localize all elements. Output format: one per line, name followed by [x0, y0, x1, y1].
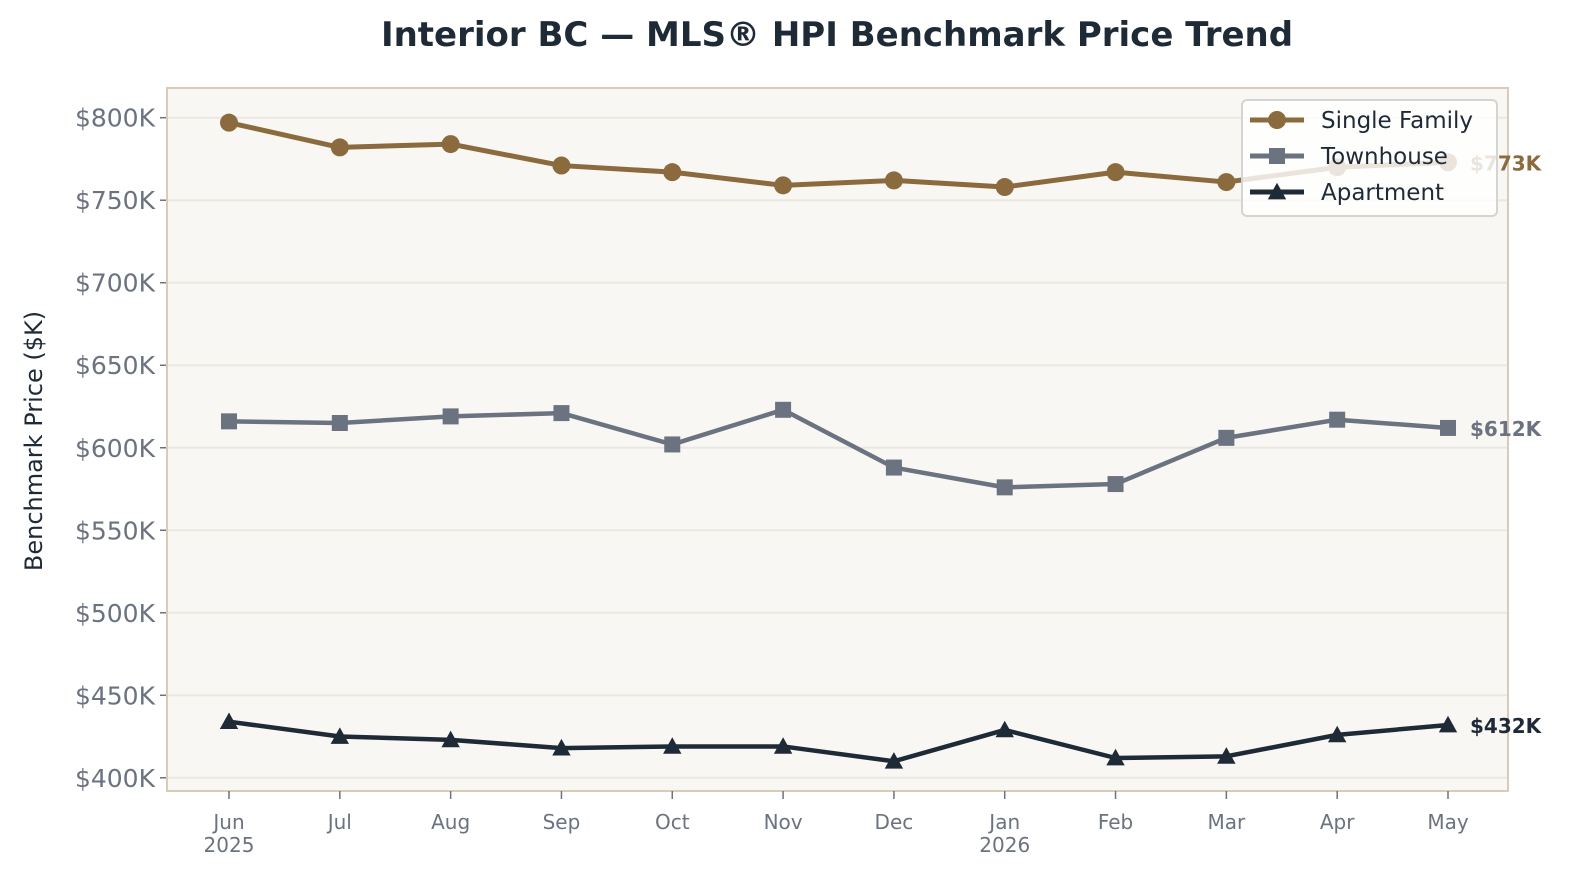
x-tick-sublabel: 2025 — [204, 833, 255, 857]
data-point — [1217, 747, 1236, 764]
data-point — [1106, 163, 1125, 182]
x-tick-label: Jul — [326, 810, 352, 834]
x-tick-label: Aug — [431, 810, 470, 834]
data-point — [219, 712, 239, 730]
y-tick-label: $450K — [75, 681, 156, 710]
x-tick-label: Jun — [211, 810, 244, 834]
data-point — [553, 405, 570, 422]
chart-title: Interior BC — MLS® HPI Benchmark Price T… — [381, 15, 1293, 55]
plot-area: $400K $450K $500K $550K $600K $650K $700K $750K… — [75, 87, 1543, 857]
data-point — [1106, 748, 1125, 766]
data-point — [884, 171, 903, 190]
data-point — [442, 408, 459, 425]
data-point — [884, 752, 904, 769]
data-point — [995, 720, 1014, 738]
x-tick-label: Oct — [655, 810, 690, 834]
plot-border — [166, 87, 1509, 792]
legend-label: Townhouse — [1320, 144, 1448, 170]
legend-item: Townhouse — [1250, 144, 1448, 170]
data-point — [552, 156, 571, 175]
y-axis-label: Benchmark Price ($K) — [20, 311, 48, 571]
x-tick-label: Jan — [987, 810, 1020, 834]
series-apartment: $432K — [219, 712, 1543, 769]
y-tick-label: $800K — [75, 104, 156, 133]
data-point — [1107, 476, 1124, 493]
y-tick-label: $650K — [75, 351, 156, 380]
data-point — [1327, 725, 1347, 743]
legend-label: Single Family — [1321, 108, 1473, 134]
data-point — [441, 730, 460, 748]
data-point — [995, 178, 1014, 197]
end-value-label: $612K — [1470, 417, 1543, 441]
y-tick-label: $500K — [75, 599, 156, 628]
data-point — [330, 138, 349, 157]
series-line — [228, 719, 1449, 764]
data-point — [220, 113, 238, 132]
legend-box — [1241, 99, 1498, 217]
y-tick-label: $400K — [75, 764, 156, 793]
data-point — [664, 436, 681, 453]
x-tick-label: Sep — [543, 810, 581, 834]
legend-marker — [1268, 111, 1286, 129]
legend-marker — [1269, 148, 1285, 164]
legend: Single Family Townhouse Apartment — [1241, 99, 1498, 217]
x-tick-sublabel: 2026 — [979, 833, 1030, 857]
y-tick-label: $600K — [75, 434, 156, 463]
series-townhouse: $612K — [221, 401, 1543, 496]
y-tick-label: $700K — [75, 269, 156, 298]
legend-marker — [1267, 182, 1287, 200]
data-point — [1218, 429, 1235, 446]
end-value-label: $432K — [1470, 714, 1543, 738]
data-point — [663, 163, 682, 182]
data-point — [331, 414, 348, 431]
data-point — [330, 727, 350, 744]
x-tick-label: Feb — [1098, 810, 1133, 834]
data-point — [441, 135, 460, 154]
y-tick-label: $550K — [75, 516, 156, 545]
data-point — [1329, 411, 1346, 428]
data-point — [221, 413, 237, 430]
x-tick-label: Nov — [764, 810, 803, 834]
data-point — [1438, 715, 1458, 733]
x-tick-label: Apr — [1320, 810, 1355, 834]
data-point — [774, 176, 793, 195]
x-tick-label: May — [1427, 810, 1469, 834]
data-point — [773, 737, 793, 754]
x-tick-label: Dec — [875, 810, 914, 834]
x-tick-label: Mar — [1207, 810, 1246, 834]
data-point — [1440, 419, 1456, 436]
data-point — [885, 459, 902, 476]
legend-item: Apartment — [1250, 180, 1444, 206]
data-point — [1217, 173, 1236, 192]
series-line — [228, 407, 1449, 490]
y-tick-label: $750K — [75, 186, 156, 215]
data-point — [996, 479, 1013, 496]
data-point — [552, 738, 571, 756]
legend-label: Apartment — [1321, 180, 1444, 206]
data-point — [663, 737, 682, 754]
data-point — [775, 401, 792, 418]
legend-item: Single Family — [1250, 108, 1473, 134]
